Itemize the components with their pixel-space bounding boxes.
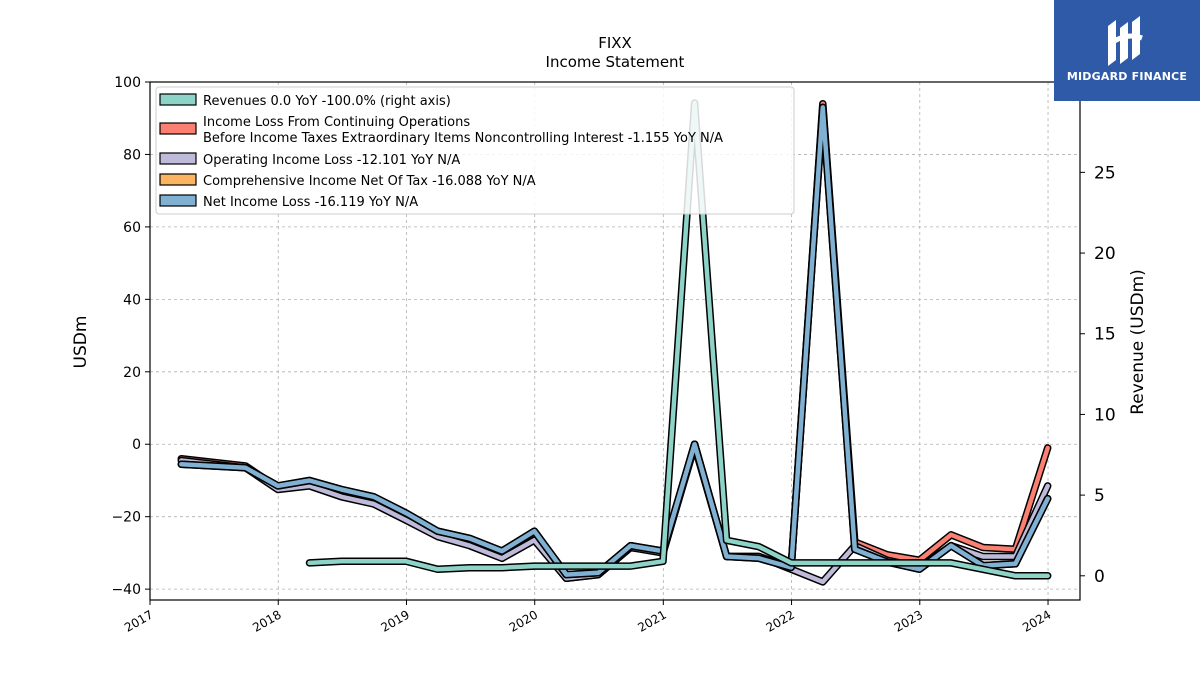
legend-label: Comprehensive Income Net Of Tax -16.088 … bbox=[203, 174, 536, 189]
chart-subtitle: Income Statement bbox=[546, 53, 685, 71]
y-tick-label: 100 bbox=[114, 75, 141, 91]
y2-axis-label: Revenue (USDm) bbox=[1128, 269, 1148, 415]
y2-tick-label: 10 bbox=[1094, 405, 1116, 425]
chart-title: FIXX bbox=[598, 34, 632, 52]
y2-tick-label: 20 bbox=[1094, 244, 1116, 264]
legend-box bbox=[155, 86, 795, 215]
legend-swatch bbox=[159, 194, 197, 207]
x-tick-label: 2023 bbox=[892, 607, 925, 634]
y2-tick-label: 5 bbox=[1094, 486, 1105, 506]
legend-label: Revenues 0.0 YoY -100.0% (right axis) bbox=[203, 94, 451, 109]
legend-label: Before Income Taxes Extraordinary Items … bbox=[203, 131, 723, 146]
legend-swatch bbox=[159, 173, 197, 186]
legend-swatch bbox=[159, 93, 197, 106]
y-tick-label: 80 bbox=[123, 147, 141, 163]
y2-tick-label: 15 bbox=[1094, 325, 1116, 345]
y-tick-label: 60 bbox=[123, 220, 141, 236]
series-lines bbox=[177, 99, 1052, 586]
brand-logo-icon bbox=[1108, 16, 1143, 66]
y-tick-label: −20 bbox=[111, 510, 141, 526]
x-tick-label: 2022 bbox=[764, 607, 797, 634]
legend-label: Operating Income Loss -12.101 YoY N/A bbox=[203, 153, 460, 168]
legend-swatch bbox=[159, 122, 197, 135]
y-tick-label: −40 bbox=[111, 582, 141, 598]
x-tick-label: 2021 bbox=[635, 607, 668, 634]
y-axis-label: USDm bbox=[71, 316, 91, 369]
brand-name: MIDGARD FINANCE bbox=[1066, 70, 1188, 83]
x-tick-label: 2018 bbox=[250, 607, 283, 634]
legend-label: Net Income Loss -16.119 YoY N/A bbox=[203, 195, 418, 210]
x-tick-label: 2024 bbox=[1020, 607, 1053, 634]
y-tick-label: 20 bbox=[123, 365, 141, 381]
y2-tick-label: 0 bbox=[1094, 567, 1105, 587]
series-line-0 bbox=[307, 100, 1050, 579]
y-tick-label: 0 bbox=[132, 437, 141, 453]
y2-tick-label: 25 bbox=[1094, 163, 1116, 183]
plot-frame bbox=[149, 81, 1081, 601]
legend-label: Income Loss From Continuing Operations bbox=[203, 115, 470, 130]
x-tick-label: 2020 bbox=[507, 607, 540, 634]
legend: Revenues 0.0 YoY -100.0% (right axis) Inc… bbox=[155, 86, 795, 215]
legend-swatch bbox=[159, 152, 197, 165]
x-tick-label: 2019 bbox=[379, 607, 412, 634]
y-tick-label: 40 bbox=[123, 292, 141, 308]
brand-logo: MIDGARD FINANCE bbox=[1054, 0, 1200, 101]
x-tick-label: 2017 bbox=[122, 607, 155, 634]
